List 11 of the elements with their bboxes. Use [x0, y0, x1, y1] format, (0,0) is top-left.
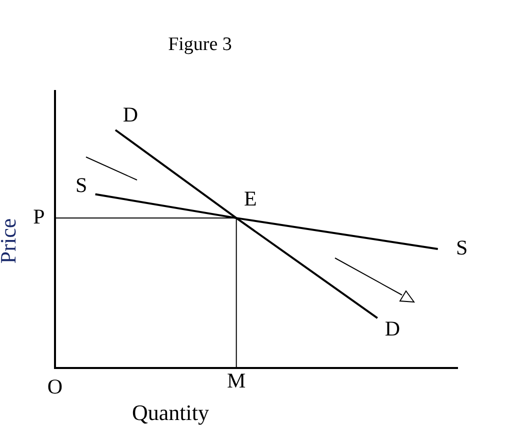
text: S	[456, 236, 468, 260]
y-axis-title: Price	[0, 218, 22, 264]
x-axis-title: Quantity	[132, 400, 209, 426]
text: D	[122, 102, 138, 127]
series-label: S	[75, 172, 88, 197]
annotation: E	[244, 186, 257, 211]
text: P	[33, 204, 45, 229]
chart-title: Figure 3	[167, 34, 233, 56]
text: M	[227, 368, 246, 393]
text: O	[47, 374, 63, 399]
legend-label: D	[384, 316, 400, 341]
